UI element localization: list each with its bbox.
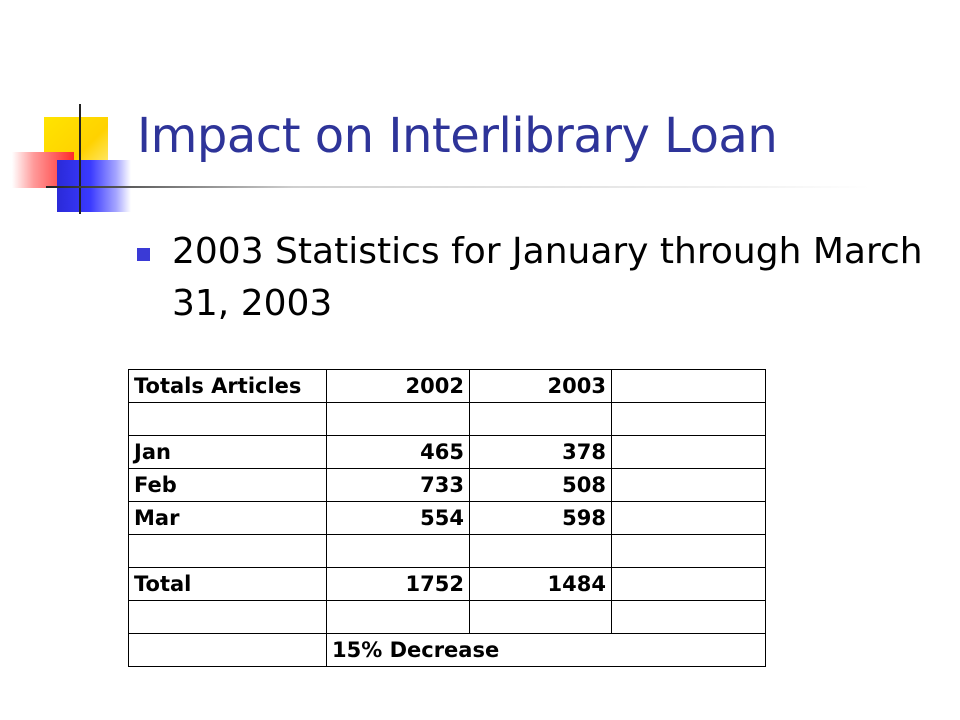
table-row: Total 1752 1484 [128, 567, 766, 601]
table-cell [128, 633, 327, 667]
table-cell [128, 534, 327, 568]
table-cell: 598 [469, 501, 612, 535]
table-header-row: Totals Articles 2002 2003 [128, 369, 766, 403]
table-cell [326, 534, 470, 568]
bullet-square-icon [137, 248, 150, 261]
table-cell [611, 534, 766, 568]
table-cell: 733 [326, 468, 470, 502]
table-cell [326, 600, 470, 634]
decor-vertical-line [79, 104, 81, 214]
table-row [128, 534, 766, 568]
table-cell [611, 501, 766, 535]
table-header-cell: 2003 [469, 369, 612, 403]
decrease-note: 15% Decrease [326, 633, 766, 667]
table-row: Jan 465 378 [128, 435, 766, 469]
table-footer-row: 15% Decrease [128, 633, 766, 667]
table-cell [469, 534, 612, 568]
table-cell [469, 600, 612, 634]
table-cell: 1752 [326, 567, 470, 601]
title-underline [46, 186, 870, 188]
table-cell: 1484 [469, 567, 612, 601]
table-cell [326, 402, 470, 436]
table-cell [128, 600, 327, 634]
statistics-table: Totals Articles 2002 2003 Jan 465 378 Fe… [128, 369, 766, 667]
table-cell: 508 [469, 468, 612, 502]
table-cell: 378 [469, 435, 612, 469]
slide-title: Impact on Interlibrary Loan [137, 108, 778, 164]
table-row: Mar 554 598 [128, 501, 766, 535]
table-cell: Total [128, 567, 327, 601]
table-row: Feb 733 508 [128, 468, 766, 502]
table-cell: 465 [326, 435, 470, 469]
table-cell [611, 567, 766, 601]
table-cell [611, 435, 766, 469]
table-header-cell [611, 369, 766, 403]
table-header-cell: 2002 [326, 369, 470, 403]
table-cell: 554 [326, 501, 470, 535]
table-cell [128, 402, 327, 436]
table-row [128, 402, 766, 436]
table-cell: Mar [128, 501, 327, 535]
table-cell [611, 600, 766, 634]
table-header-cell: Totals Articles [128, 369, 327, 403]
table-row [128, 600, 766, 634]
table-cell [469, 402, 612, 436]
table-cell [611, 468, 766, 502]
table-cell: Jan [128, 435, 327, 469]
bullet-text: 2003 Statistics for January through Marc… [172, 231, 923, 324]
table-cell [611, 402, 766, 436]
table-cell: Feb [128, 468, 327, 502]
